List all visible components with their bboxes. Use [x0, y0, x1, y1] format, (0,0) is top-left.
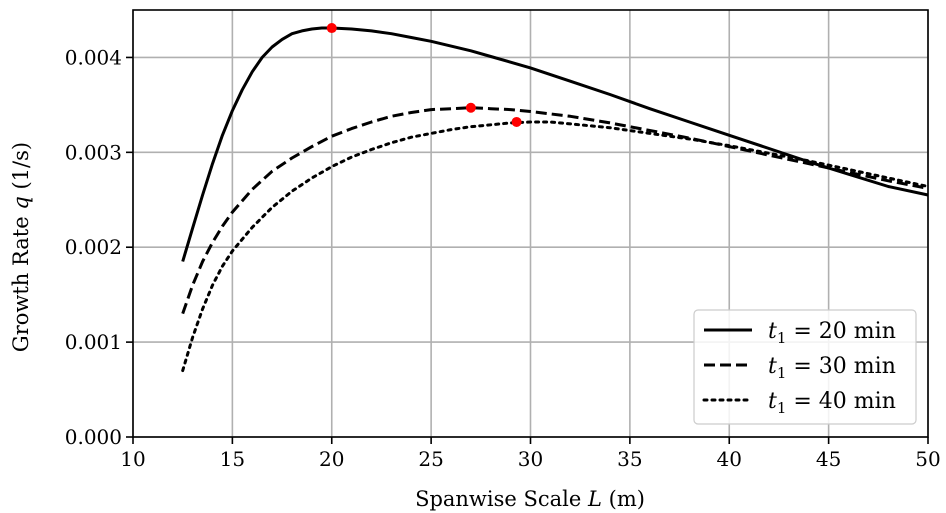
x-tick-label: 10 [120, 447, 145, 471]
y-axis-label-var: q [9, 196, 33, 209]
peak-marker-2 [465, 102, 476, 113]
plot-frame [132, 9, 929, 438]
y-tick-label: 0.003 [65, 140, 122, 164]
series-line-1 [181, 26, 929, 262]
x-tick-label: 25 [418, 447, 443, 471]
peak-marker-1 [326, 23, 337, 34]
legend-label-3: t1 = 40 min [768, 389, 896, 417]
series-line-2 [181, 106, 929, 315]
legend-box [693, 309, 917, 425]
x-axis-label-suffix: (m) [602, 487, 645, 511]
y-tick-label: 0.004 [65, 45, 122, 69]
x-axis-label-prefix: Spanwise Scale [415, 487, 588, 511]
tick-labels: 10 15 20 25 30 35 40 45 50 0.000 0.001 0.002 0.003 0.… [65, 45, 941, 471]
y-tick-label: 0.000 [65, 425, 122, 449]
legend-label-2: t1 = 30 min [768, 354, 896, 382]
y-axis-label-suffix: (1/s) [9, 142, 33, 196]
axes [126, 9, 929, 444]
y-axis-label-prefix: Growth Rate [9, 210, 33, 352]
x-tick-label: 35 [617, 447, 642, 471]
y-tick-label: 0.001 [65, 330, 122, 354]
series-line-3 [181, 120, 930, 373]
y-tick-label: 0.002 [65, 235, 122, 259]
y-axis-label: Growth Rate q (1/s) [9, 142, 33, 352]
x-tick-label: 20 [319, 447, 344, 471]
x-tick-label: 40 [717, 447, 742, 471]
x-axis-label-var: L [587, 487, 602, 511]
x-tick-label: 15 [220, 447, 245, 471]
x-axis-label: Spanwise Scale L (m) [415, 487, 645, 511]
x-tick-label: 45 [816, 447, 841, 471]
x-tick-label: 30 [518, 447, 543, 471]
x-tick-label: 50 [915, 447, 940, 471]
peak-marker-3 [511, 116, 522, 127]
series-lines [181, 26, 930, 373]
legend-label-1: t1 = 20 min [768, 319, 896, 347]
peak-markers [326, 23, 522, 127]
legend: t1 = 20 min t1 = 30 min t1 = 40 min [693, 309, 917, 425]
